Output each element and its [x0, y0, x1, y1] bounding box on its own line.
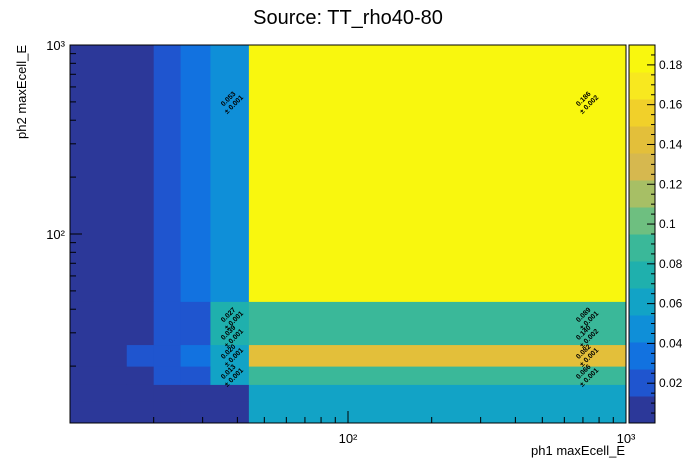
y-tick-label: 10³ [46, 38, 65, 53]
heatmap-cell [70, 325, 128, 346]
heatmap-cell [180, 344, 211, 367]
heatmap-cell [248, 366, 627, 385]
heatmap-cell [180, 301, 211, 326]
y-axis: 10² 10³ [46, 38, 82, 424]
heatmap-cell [126, 366, 155, 385]
colorbar-tick-label: 0.18 [659, 58, 683, 72]
colorbar-tick-label: 0.06 [659, 297, 683, 311]
heatmap-cell [210, 45, 250, 302]
color-scale-bar: 0.02 0.04 0.06 0.08 0.1 0.12 0.14 0.16 0.18 [628, 44, 683, 424]
heatmap-cell [210, 301, 250, 326]
colorbar-swatch [629, 153, 655, 181]
heatmap-cell [248, 384, 627, 402]
y-tick-label: 10² [46, 227, 65, 242]
colorbar-swatch [629, 99, 655, 127]
colorbar-tick-label: 0.04 [659, 336, 683, 350]
colorbar-swatch [629, 126, 655, 154]
colorbar-tick-label: 0.02 [659, 376, 683, 390]
colorbar-tick-label: 0.16 [659, 98, 683, 112]
colorbar-swatch [629, 72, 655, 100]
x-axis: 10² 10³ [69, 411, 636, 446]
heatmap-cell [180, 45, 211, 302]
colorbar-swatch [629, 288, 655, 316]
heatmap-cell [248, 401, 627, 424]
y-axis-label: ph2 maxEcell_E [14, 45, 29, 139]
heatmap-cell [126, 401, 155, 424]
heatmap-cell [70, 45, 128, 302]
colorbar-tick-label: 0.08 [659, 257, 683, 271]
heatmap-cell [248, 325, 627, 346]
colorbar-tick-label: 0.14 [659, 137, 683, 151]
colorbar-swatch [629, 396, 655, 424]
heatmap-cell [126, 45, 155, 302]
heatmap-cell [210, 366, 250, 385]
colorbar-swatch [629, 234, 655, 262]
heatmap-cell [210, 401, 250, 424]
colorbar-tick-label: 0.12 [659, 177, 683, 191]
chart-title: Source: TT_rho40-80 [253, 7, 443, 29]
heatmap-cell [248, 344, 627, 367]
heatmap-cell [153, 325, 182, 346]
colorbar-tick-label: 0.1 [659, 217, 676, 231]
heatmap-cell [126, 384, 155, 402]
heatmap-cell [126, 325, 155, 346]
heatmap-cell [153, 45, 182, 302]
colorbar-swatch [629, 45, 655, 73]
heatmap-cell [153, 401, 182, 424]
heatmap-cell [180, 384, 211, 402]
heatmap-cell [210, 325, 250, 346]
heatmap-cell [153, 301, 182, 326]
heatmap-cell [153, 366, 182, 385]
heatmap-cell [210, 384, 250, 402]
heatmap-cell [70, 366, 128, 385]
heatmap-cell [126, 301, 155, 326]
colorbar-swatch [629, 207, 655, 235]
heatmap-cell [70, 344, 128, 367]
heatmap-cell [70, 401, 128, 424]
heatmap-cell [180, 366, 211, 385]
heatmap-cell [153, 384, 182, 402]
heatmap-cell [70, 301, 128, 326]
heatmap-cell [180, 401, 211, 424]
heatmap-cell [210, 344, 250, 367]
colorbar-swatch [629, 315, 655, 343]
heatmap-cell [180, 325, 211, 346]
heatmap-cell [248, 45, 627, 302]
colorbar-swatch [629, 342, 655, 370]
heatmap-cells [70, 45, 627, 424]
heatmap-cell [248, 301, 627, 326]
heatmap-cell [126, 344, 155, 367]
heatmap-cell [70, 384, 128, 402]
colorbar-swatch [629, 261, 655, 289]
x-axis-label: ph1 maxEcell_E [531, 443, 625, 458]
heatmap-cell [153, 344, 182, 367]
x-tick-label: 10³ [617, 431, 636, 446]
x-tick-label: 10² [339, 431, 358, 446]
